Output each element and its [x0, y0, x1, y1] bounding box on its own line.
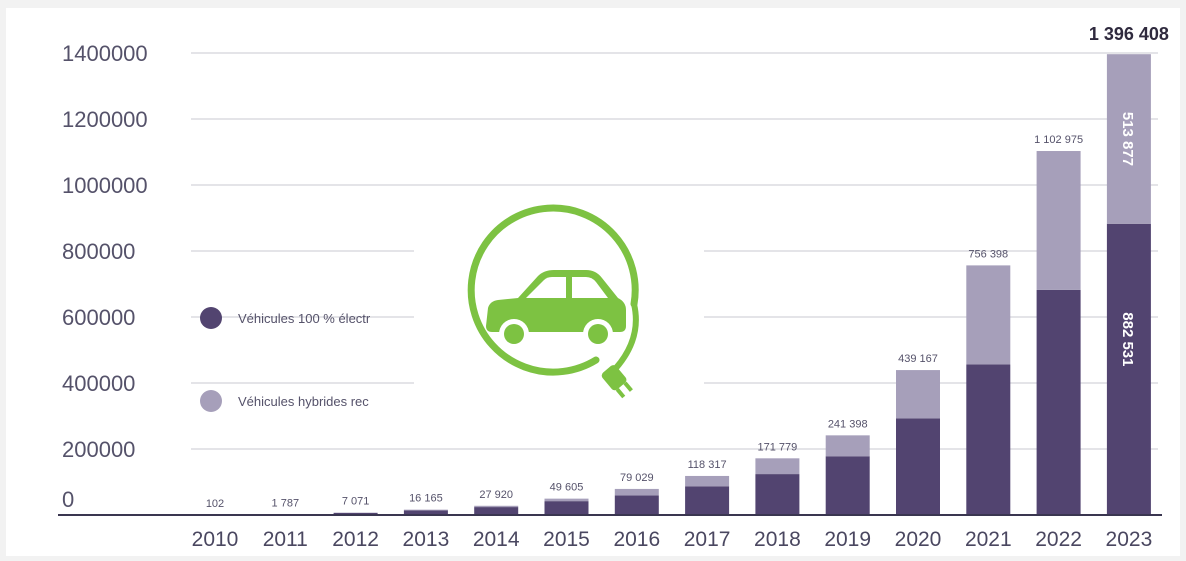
- bar-total-label: 1 102 975: [1034, 134, 1083, 146]
- x-tick-label: 2015: [543, 528, 590, 551]
- x-tick-label: 2018: [754, 528, 801, 551]
- electric-car-plug-icon: [467, 204, 639, 399]
- y-tick-label: 1200000: [62, 107, 148, 132]
- x-tick-label: 2011: [263, 528, 308, 551]
- bar-electric-2021: [966, 364, 1011, 515]
- icon-car-wheel: [504, 324, 524, 344]
- bar-total-label: 1 396 408: [1089, 24, 1169, 44]
- y-tick-label: 1400000: [62, 41, 148, 66]
- bar-electric-2017: [685, 486, 730, 515]
- icon-plug-body: [601, 365, 627, 391]
- bar-hybrid-2018: [755, 458, 800, 475]
- bar-total-label: 16 165: [409, 493, 443, 505]
- icon-car-window: [526, 277, 566, 298]
- x-tick-label: 2012: [332, 528, 379, 551]
- y-tick-label: 200000: [62, 437, 135, 462]
- bar-hybrid-2019: [825, 435, 870, 457]
- segment-label-electric: 882 531: [1119, 312, 1136, 366]
- x-tick-label: 2019: [824, 528, 871, 551]
- bar-hybrid-2021: [966, 265, 1011, 365]
- bar-electric-2019: [825, 456, 870, 515]
- bar-hybrid-2016: [614, 488, 659, 496]
- x-tick-label: 2023: [1106, 528, 1153, 551]
- bar-total-label: 49 605: [550, 482, 584, 494]
- y-tick-label: 400000: [62, 371, 135, 396]
- x-tick-label: 2017: [684, 528, 731, 551]
- bar-electric-2020: [896, 418, 940, 515]
- icon-plug-pin: [623, 381, 633, 392]
- bar-hybrid-2013: [403, 509, 448, 511]
- bar-hybrid-2017: [685, 475, 730, 487]
- y-tick-label: 600000: [62, 305, 135, 330]
- x-tick-label: 2014: [473, 528, 520, 551]
- bar-total-label: 27 920: [479, 489, 513, 501]
- chart-container: 0 200000 400000 600000 800000 1000000 1200000 1…: [6, 8, 1180, 556]
- bar-hybrid-2015: [544, 498, 589, 502]
- x-tick-label: 2022: [1035, 528, 1082, 551]
- bar-electric-2013: [403, 510, 448, 515]
- icon-cable: [613, 301, 639, 371]
- bar-hybrid-2023: [1106, 54, 1151, 224]
- icon-ring: [467, 204, 639, 376]
- bar-total-label: 118 317: [688, 459, 727, 471]
- bar-total-label: 1 787: [272, 497, 300, 509]
- legend-swatch-hybrid: [200, 390, 222, 412]
- icon-car-window: [572, 277, 608, 298]
- legend-label-hybrid: Véhicules hybrides rec: [238, 394, 369, 409]
- bar-electric-2012: [333, 512, 378, 515]
- bar-total-label: 756 398: [968, 248, 1008, 260]
- bar-total-label: 79 029: [620, 472, 654, 484]
- icon-plug: [601, 365, 633, 399]
- bar-electric-2016: [614, 495, 659, 515]
- bar-electric-2018: [755, 474, 800, 515]
- legend-swatch-electric: [200, 307, 222, 329]
- bar-total-label: 241 398: [828, 418, 868, 430]
- x-tick-label: 2020: [895, 528, 942, 551]
- stacked-bar-chart: 0 200000 400000 600000 800000 1000000 1200000 1…: [58, 24, 1169, 551]
- bar-total-label: 439 167: [898, 353, 938, 365]
- x-tick-label: 2016: [613, 528, 660, 551]
- bar-hybrid-2022: [1036, 151, 1081, 290]
- y-tick-label: 800000: [62, 239, 135, 264]
- icon-plug-pin: [615, 388, 626, 399]
- bar-electric-2014: [474, 507, 519, 515]
- x-tick-label: 2010: [192, 528, 239, 551]
- y-tick-label: 1000000: [62, 173, 148, 198]
- x-tick-label: 2021: [965, 528, 1012, 551]
- icon-car-wheel: [588, 324, 608, 344]
- segment-label-hybrid: 513 877: [1119, 112, 1136, 166]
- y-tick-label: 0: [62, 487, 74, 512]
- legend-label-electric: Véhicules 100 % électr: [238, 311, 371, 326]
- x-tick-label: 2013: [403, 528, 450, 551]
- bar-hybrid-2020: [896, 370, 940, 419]
- bar-hybrid-2014: [474, 505, 519, 508]
- bar-electric-2022: [1036, 289, 1081, 515]
- bar-electric-2015: [544, 501, 589, 515]
- bar-total-label: 7 071: [342, 496, 370, 508]
- bar-total-label: 171 779: [758, 441, 798, 453]
- bar-total-label: 102: [206, 498, 224, 510]
- bar-electric-2023: [1106, 223, 1151, 515]
